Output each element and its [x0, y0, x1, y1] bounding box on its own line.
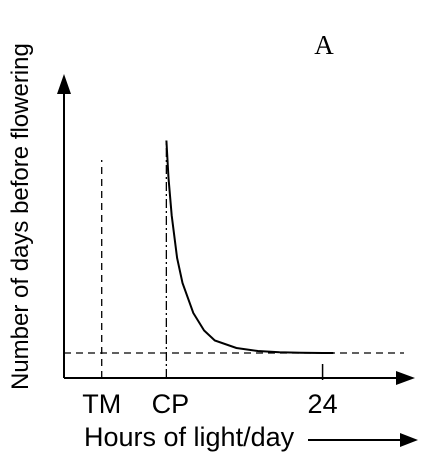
x-axis: [64, 371, 415, 385]
x-tick-label-24: 24: [308, 389, 338, 419]
panel-label: A: [314, 30, 334, 60]
x-axis-title-arrow: [308, 433, 418, 447]
x-tick-label-cp: CP: [152, 389, 190, 419]
x-axis-title: Hours of light/day: [84, 422, 295, 452]
x-tick-label-tm: TM: [82, 389, 121, 419]
y-axis-arrow: [57, 74, 71, 94]
x-axis-arrow: [396, 371, 415, 385]
y-axis-title: Number of days before flowering: [7, 43, 34, 390]
y-axis: [57, 74, 71, 378]
flowering-curve: [165, 140, 334, 354]
